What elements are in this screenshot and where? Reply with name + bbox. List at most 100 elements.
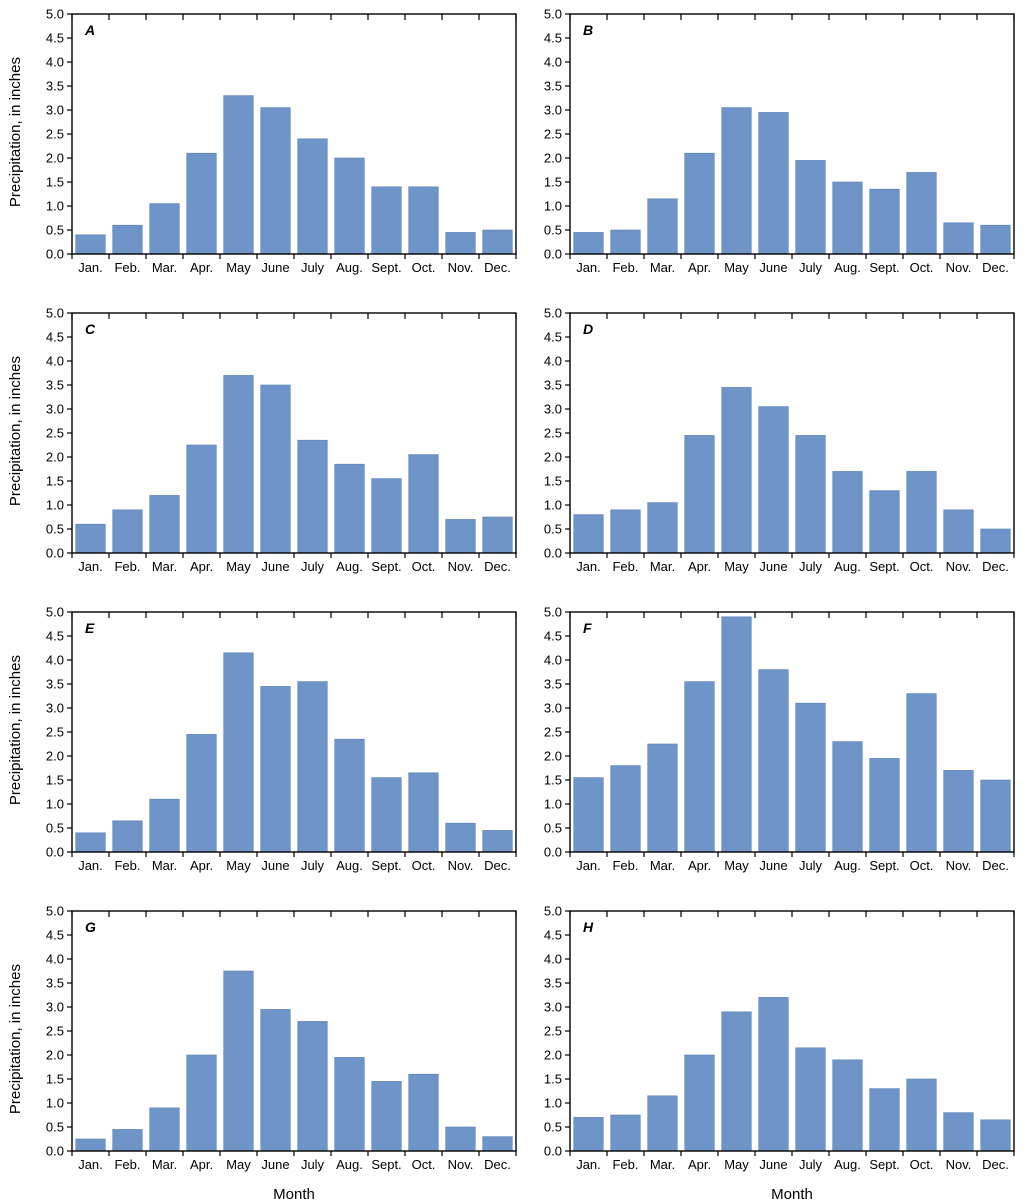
y-tick-label: 2.5 (46, 725, 64, 740)
subplot-letter: H (583, 919, 594, 935)
bar-Apr. (186, 734, 217, 853)
x-tick-label: Jan. (78, 260, 103, 275)
bar-June (758, 406, 789, 554)
x-tick-label: Sept. (371, 559, 401, 574)
x-tick-label: Aug. (834, 858, 861, 873)
bars (573, 107, 1011, 255)
bar-Feb. (610, 509, 641, 554)
bars (573, 616, 1011, 853)
bar-Aug. (334, 157, 365, 255)
x-tick-label: June (261, 1157, 289, 1172)
subplot-D: 0.0 0.5 1.0 1.5 2.0 2.5 3.0 3.5 4.0 4.5 5.0 Jan. Feb… (526, 305, 1024, 586)
x-tick-label: Aug. (336, 559, 363, 574)
bar-July (795, 435, 826, 554)
bar-Sept. (371, 478, 402, 554)
x-tick-label: Oct. (412, 858, 436, 873)
y-axis-title-text: Precipitation, in inches (6, 57, 24, 208)
x-axis: Jan. Feb. Mar. Apr. May June July Aug. Sept. Oct.… (569, 14, 1015, 275)
bar-Nov. (445, 232, 476, 255)
x-axis-title: Month (273, 1186, 315, 1203)
y-tick-label: 2.0 (544, 151, 562, 166)
y-tick-label: 4.5 (46, 330, 64, 345)
y-tick-label: 1.0 (544, 797, 562, 812)
y-tick-label: 0.5 (544, 223, 562, 238)
y-tick-label: 4.0 (544, 952, 562, 967)
x-tick-label: Oct. (910, 858, 934, 873)
y-tick-label: 3.0 (544, 701, 562, 716)
bars (573, 387, 1011, 554)
bar-Apr. (186, 152, 217, 255)
y-tick-label: 5.0 (46, 904, 64, 919)
x-tick-label: Aug. (834, 559, 861, 574)
plot-frame (569, 13, 1015, 255)
bars (75, 95, 513, 255)
x-tick-label: July (799, 559, 823, 574)
x-tick-label: Jan. (78, 1157, 103, 1172)
subplot-letter: D (583, 321, 593, 337)
x-axis: Jan. Feb. Mar. Apr. May June July Aug. Sept. Oct.… (71, 911, 517, 1172)
y-tick-label: 1.0 (46, 199, 64, 214)
bar-Dec. (980, 779, 1011, 853)
y-axis-title: Precipitation, in inches (2, 6, 28, 287)
x-tick-label: May (724, 559, 749, 574)
y-tick-label: 4.0 (46, 55, 64, 70)
bar-May (223, 375, 254, 554)
x-tick-label: Apr. (190, 858, 213, 873)
y-tick-label: 4.5 (46, 31, 64, 46)
y-tick-label: 4.5 (46, 629, 64, 644)
y-axis-title-text: Precipitation, in inches (6, 655, 24, 806)
x-tick-label: Apr. (190, 559, 213, 574)
bar-Nov. (943, 770, 974, 853)
x-tick-label: Oct. (910, 559, 934, 574)
x-tick-label: Apr. (688, 559, 711, 574)
y-axis: 0.0 0.5 1.0 1.5 2.0 2.5 3.0 3.5 4.0 4.5 5.0 (544, 7, 570, 262)
x-tick-label: Mar. (650, 559, 675, 574)
x-tick-label: Oct. (412, 559, 436, 574)
y-tick-label: 4.0 (544, 653, 562, 668)
subplot-A: 0.0 0.5 1.0 1.5 2.0 2.5 3.0 3.5 4.0 4.5 5.0 Jan. Feb… (28, 6, 526, 287)
subplot-H: 0.0 0.5 1.0 1.5 2.0 2.5 3.0 3.5 4.0 4.5 5.0 Jan. Feb… (526, 903, 1024, 1203)
y-axis-title-text: Precipitation, in inches (6, 356, 24, 507)
bar-Sept. (371, 186, 402, 255)
y-tick-label: 3.0 (46, 402, 64, 417)
x-tick-label: June (759, 260, 787, 275)
bar-May (223, 652, 254, 853)
subplot-B: 0.0 0.5 1.0 1.5 2.0 2.5 3.0 3.5 4.0 4.5 5.0 Jan. Feb… (526, 6, 1024, 287)
x-tick-label: Aug. (834, 260, 861, 275)
x-tick-label: Sept. (371, 260, 401, 275)
x-tick-label: Nov. (448, 559, 474, 574)
y-tick-label: 1.5 (544, 175, 562, 190)
y-tick-label: 1.0 (46, 1096, 64, 1111)
bar-Aug. (832, 181, 863, 255)
chart-D: 0.0 0.5 1.0 1.5 2.0 2.5 3.0 3.5 4.0 4.5 5.0 Jan. Feb… (544, 306, 1015, 574)
subplot-F: 0.0 0.5 1.0 1.5 2.0 2.5 3.0 3.5 4.0 4.5 5.0 Jan. Feb… (526, 604, 1024, 885)
bar-Oct. (906, 471, 937, 554)
bar-Mar. (149, 495, 180, 554)
x-tick-label: Nov. (946, 858, 972, 873)
y-axis: 0.0 0.5 1.0 1.5 2.0 2.5 3.0 3.5 4.0 4.5 5.0 (46, 306, 72, 561)
x-tick-label: Mar. (152, 1157, 177, 1172)
x-tick-label: Nov. (448, 858, 474, 873)
y-tick-label: 0.0 (46, 546, 64, 561)
y-tick-label: 5.0 (544, 605, 562, 620)
bar-Sept. (869, 1088, 900, 1152)
bar-Mar. (149, 203, 180, 255)
bar-Jan. (573, 777, 604, 853)
x-axis: Jan. Feb. Mar. Apr. May June July Aug. Sept. Oct.… (569, 313, 1015, 574)
x-tick-label: May (226, 260, 251, 275)
bar-Feb. (610, 765, 641, 853)
x-tick-label: Jan. (78, 858, 103, 873)
bar-Mar. (647, 198, 678, 255)
y-tick-label: 3.5 (46, 79, 64, 94)
bar-Apr. (186, 444, 217, 554)
bar-Oct. (408, 186, 439, 255)
y-tick-label: 5.0 (544, 904, 562, 919)
x-tick-label: Nov. (946, 559, 972, 574)
chart-G: 0.0 0.5 1.0 1.5 2.0 2.5 3.0 3.5 4.0 4.5 5.0 Jan. Feb… (46, 904, 517, 1172)
y-axis: 0.0 0.5 1.0 1.5 2.0 2.5 3.0 3.5 4.0 4.5 5.0 (46, 605, 72, 860)
bar-May (721, 616, 752, 853)
x-tick-label: July (799, 858, 823, 873)
bar-Jan. (573, 514, 604, 554)
bar-Aug. (334, 738, 365, 853)
x-tick-label: Dec. (982, 858, 1009, 873)
